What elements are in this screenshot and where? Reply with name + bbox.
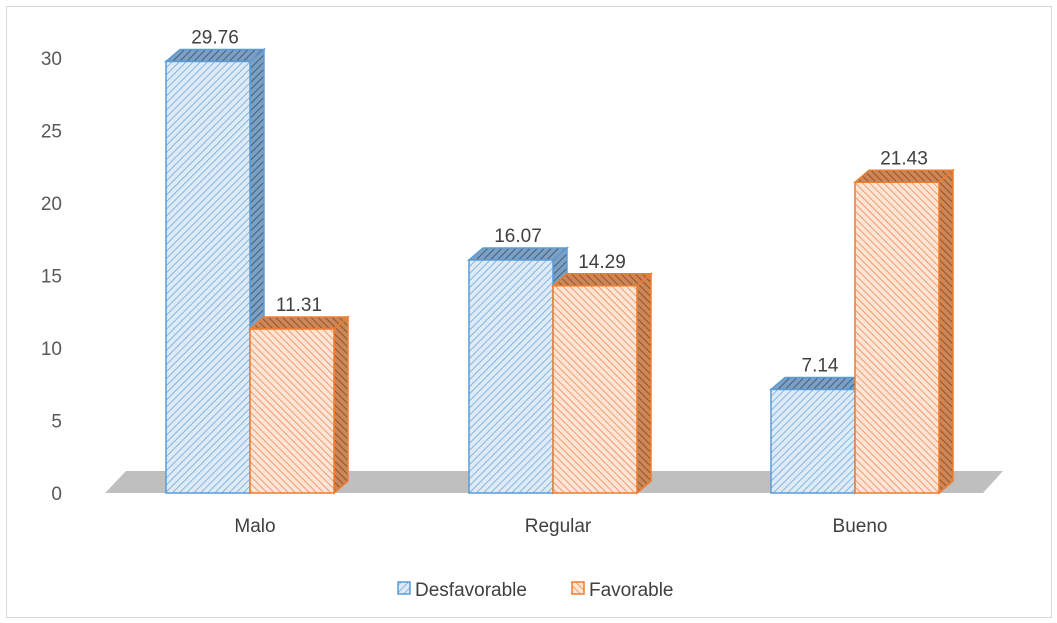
y-tick-label: 15 bbox=[41, 267, 62, 288]
y-tick-label: 20 bbox=[41, 194, 62, 215]
bar-favorable-regular bbox=[550, 272, 654, 495]
bar-top-face bbox=[550, 273, 654, 287]
legend-swatch bbox=[397, 581, 411, 595]
legend-swatch bbox=[571, 581, 585, 595]
bar-favorable-bueno bbox=[852, 168, 956, 495]
data-label: 21.43 bbox=[880, 148, 928, 169]
data-label: 16.07 bbox=[494, 226, 542, 247]
x-category-label: Malo bbox=[234, 516, 275, 537]
x-category-label: Bueno bbox=[833, 516, 888, 537]
bar-front-face bbox=[468, 259, 554, 494]
bar-desfavorable-malo bbox=[163, 47, 267, 495]
bar-front-face bbox=[770, 388, 856, 494]
legend-item-desfavorable: Desfavorable bbox=[397, 580, 527, 601]
legend-item-favorable: Favorable bbox=[571, 580, 674, 601]
bar-top-face bbox=[852, 169, 956, 184]
y-tick-label: 10 bbox=[41, 339, 62, 360]
bar-favorable-malo bbox=[247, 315, 351, 495]
data-label: 11.31 bbox=[276, 295, 322, 316]
bar-front-face bbox=[854, 181, 940, 494]
data-label: 7.14 bbox=[802, 355, 839, 376]
x-category-label: Regular bbox=[525, 516, 592, 537]
bar-side-face bbox=[938, 168, 954, 495]
data-label: 29.76 bbox=[191, 27, 239, 48]
bar-front-face bbox=[552, 285, 638, 494]
data-label: 14.29 bbox=[578, 252, 626, 273]
y-tick-label: 5 bbox=[51, 412, 62, 433]
bar-front-face bbox=[165, 60, 251, 494]
y-tick-label: 30 bbox=[41, 49, 62, 70]
y-tick-label: 0 bbox=[51, 484, 62, 505]
bar-front-face bbox=[249, 328, 335, 494]
bar-side-face bbox=[636, 272, 652, 495]
bar-side-face bbox=[333, 315, 349, 495]
bar-top-face bbox=[163, 48, 267, 63]
bar-top-face bbox=[247, 316, 351, 330]
bar-top-face bbox=[466, 247, 570, 261]
y-tick-label: 25 bbox=[41, 122, 62, 143]
legend-label: Favorable bbox=[589, 580, 674, 601]
legend-label: Desfavorable bbox=[415, 580, 527, 601]
